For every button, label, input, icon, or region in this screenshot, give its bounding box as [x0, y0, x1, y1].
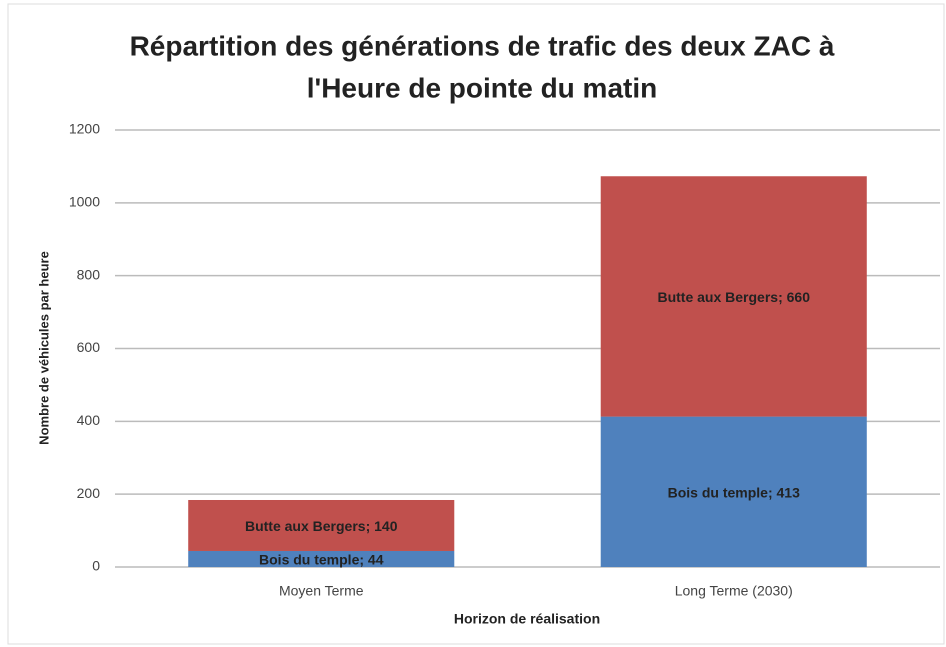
data-label: Butte aux Bergers; 660 — [657, 289, 810, 305]
chart-frame — [7, 3, 945, 645]
y-tick-label: 1200 — [69, 121, 100, 137]
y-tick-label: 600 — [77, 339, 101, 355]
bar-segment — [600, 416, 867, 567]
y-tick-label: 1000 — [69, 194, 100, 210]
chart-title: l'Heure de pointe du matin — [307, 72, 657, 103]
data-label: Bois du temple; 44 — [259, 552, 384, 568]
bar-segment — [188, 499, 455, 551]
x-axis-label: Horizon de réalisation — [454, 611, 600, 627]
y-tick-label: 200 — [77, 485, 101, 501]
bar-segment — [188, 550, 455, 567]
x-tick-label: Long Terme (2030) — [675, 583, 793, 599]
data-label: Bois du temple; 413 — [668, 485, 800, 501]
bar-segment — [600, 176, 867, 417]
data-label: Butte aux Bergers; 140 — [245, 518, 398, 534]
y-tick-label: 800 — [77, 266, 101, 282]
y-axis-label: Nombre de véhicules par heure — [36, 251, 51, 445]
y-tick-label: 0 — [92, 558, 100, 574]
x-tick-label: Moyen Terme — [279, 583, 364, 599]
chart-title: Répartition des générations de trafic de… — [130, 30, 835, 61]
y-tick-label: 400 — [77, 412, 101, 428]
